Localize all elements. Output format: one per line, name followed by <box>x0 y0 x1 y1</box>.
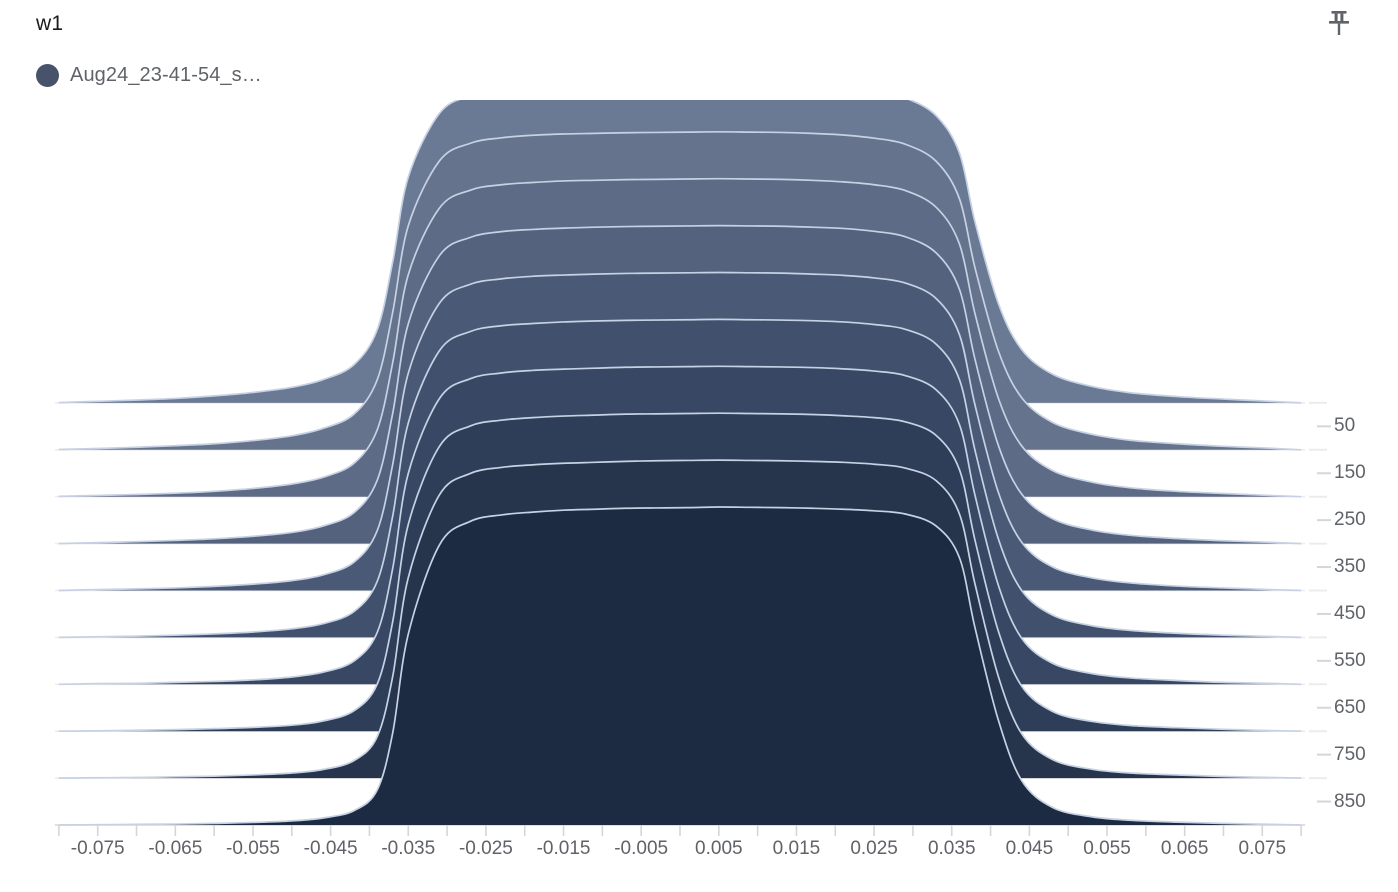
x-axis-ticks <box>58 825 1302 836</box>
x-tick-label: 0.035 <box>927 838 976 859</box>
ridge-outline <box>58 459 1302 779</box>
legend[interactable]: Aug24_23-41-54_s… <box>36 64 262 87</box>
x-tick-label: 0.005 <box>695 838 743 859</box>
x-tick-label: 0.025 <box>850 838 898 859</box>
ridge-outline <box>58 318 1302 639</box>
y-tick-label: 450 <box>1334 602 1366 624</box>
ridge-outline <box>58 224 1302 545</box>
ridge-outline <box>58 177 1302 498</box>
x-tick-label: -0.075 <box>70 838 125 859</box>
x-tick-label: 0.015 <box>772 838 821 859</box>
ridge-outline <box>58 365 1302 686</box>
ridge-series-group <box>58 100 1302 826</box>
ridge-outline <box>58 271 1302 592</box>
y-axis-ticks <box>1309 401 1331 803</box>
ridge-outline <box>58 506 1302 826</box>
ridge-outline <box>58 100 1302 404</box>
pushpin-icon[interactable] <box>1322 6 1356 40</box>
panel-header: w1 <box>0 0 1398 58</box>
y-tick-label: 550 <box>1334 649 1366 671</box>
x-axis-tick-labels: -0.075 -0.065 -0.055 -0.045 -0.035 -0.025 -0.0… <box>0 832 1398 872</box>
page-title: w1 <box>36 12 64 35</box>
x-tick-label: 0.065 <box>1160 838 1209 859</box>
legend-item-label: Aug24_23-41-54_s… <box>70 64 262 86</box>
ridgeline-plot[interactable] <box>0 100 1398 892</box>
x-tick-label: 0.045 <box>1005 838 1054 859</box>
x-tick-label: -0.005 <box>614 838 669 859</box>
ridge-area <box>58 506 1302 825</box>
ridge-series <box>58 506 1302 826</box>
x-tick-label: -0.015 <box>536 838 591 859</box>
ridge-outline <box>58 130 1302 451</box>
ridgeline-plot-canvas[interactable] <box>0 100 1398 892</box>
x-tick-label: -0.055 <box>226 838 280 859</box>
x-tick-label: 0.075 <box>1238 838 1287 859</box>
y-tick-label: 750 <box>1334 743 1366 765</box>
x-tick-label: -0.065 <box>148 838 203 859</box>
y-tick-label: 650 <box>1334 696 1366 718</box>
x-tick-label: -0.025 <box>458 838 513 859</box>
y-axis-tick-labels: 50 150 250 350 450 550 650 750 850 <box>1322 100 1398 860</box>
x-tick-label: -0.045 <box>303 838 358 859</box>
ridge-outline <box>58 412 1302 733</box>
y-tick-label: 50 <box>1334 415 1356 437</box>
y-tick-label: 850 <box>1334 790 1366 812</box>
y-tick-label: 250 <box>1334 509 1366 531</box>
x-tick-label: 0.055 <box>1083 838 1131 859</box>
y-tick-label: 150 <box>1334 462 1366 484</box>
y-tick-label: 350 <box>1334 556 1366 578</box>
x-tick-label: -0.035 <box>381 838 436 859</box>
legend-color-swatch <box>36 64 59 87</box>
